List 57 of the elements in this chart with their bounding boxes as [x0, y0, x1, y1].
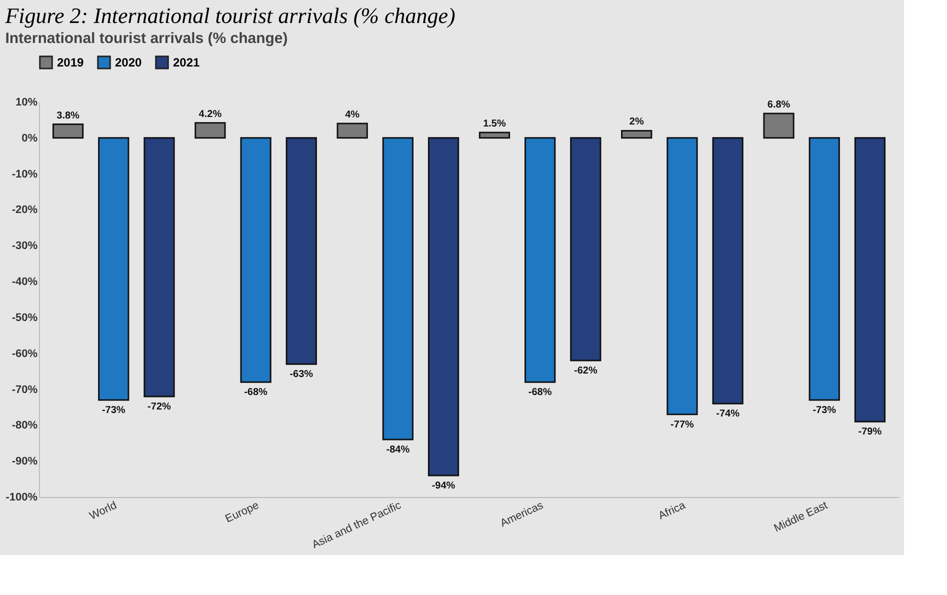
bar [854, 137, 886, 422]
bar [428, 137, 460, 476]
bar [52, 124, 84, 139]
data-label: -73% [102, 405, 126, 416]
data-label: -77% [670, 419, 694, 430]
data-label: -94% [432, 480, 456, 492]
y-tick-label: -20% [12, 204, 38, 216]
data-label: 3.8% [56, 110, 80, 122]
data-label: -62% [574, 366, 598, 377]
x-tick-label: Asia and the Pacific [310, 499, 404, 552]
data-label: 6.8% [767, 99, 790, 110]
data-label: 2% [629, 116, 644, 128]
bar [570, 137, 602, 362]
bar [98, 137, 130, 401]
data-label: -79% [858, 426, 882, 438]
bar [194, 122, 226, 139]
bar [382, 137, 414, 440]
data-label: 4.2% [198, 108, 222, 120]
data-label: -74% [716, 408, 740, 420]
data-label: -68% [244, 387, 268, 398]
y-tick-label: -30% [12, 240, 38, 252]
y-tick-label: -10% [12, 168, 38, 180]
data-label: 4% [345, 110, 360, 121]
y-tick-label: 10% [15, 96, 38, 108]
bar [666, 137, 698, 416]
bar [240, 137, 272, 383]
bar [144, 137, 175, 398]
bar [524, 137, 556, 383]
bar [286, 137, 317, 365]
data-label: 1.5% [483, 118, 506, 130]
data-label: -72% [148, 401, 171, 412]
bar [808, 137, 840, 401]
y-tick-label: -90% [12, 456, 38, 468]
y-tick-label: -40% [12, 276, 38, 288]
legend-label: 2020 [115, 55, 142, 70]
x-tick-label: Middle East [772, 500, 830, 535]
data-label: -84% [386, 444, 410, 456]
x-tick-label: Africa [656, 499, 688, 522]
bar [478, 132, 510, 139]
legend-label: 2019 [57, 55, 84, 70]
bar [336, 122, 368, 139]
data-label: -68% [528, 387, 552, 398]
x-tick-label: World [88, 500, 119, 522]
y-tick-label: -70% [12, 384, 38, 396]
data-label: -73% [812, 405, 836, 416]
bar [621, 130, 652, 139]
bar [763, 112, 794, 139]
y-tick-label: -100% [6, 492, 38, 504]
y-tick-label: -80% [12, 420, 38, 432]
data-label: -63% [290, 369, 314, 380]
y-tick-label: -60% [12, 348, 38, 360]
y-tick-label: -50% [12, 312, 38, 324]
chart-title: Figure 2: International tourist arrivals (% change) [4, 3, 456, 28]
chart-subtitle: International tourist arrivals (% change) [5, 30, 288, 47]
bar [712, 137, 744, 404]
legend-label: 2021 [173, 55, 200, 70]
y-tick-label: 0% [22, 132, 38, 144]
